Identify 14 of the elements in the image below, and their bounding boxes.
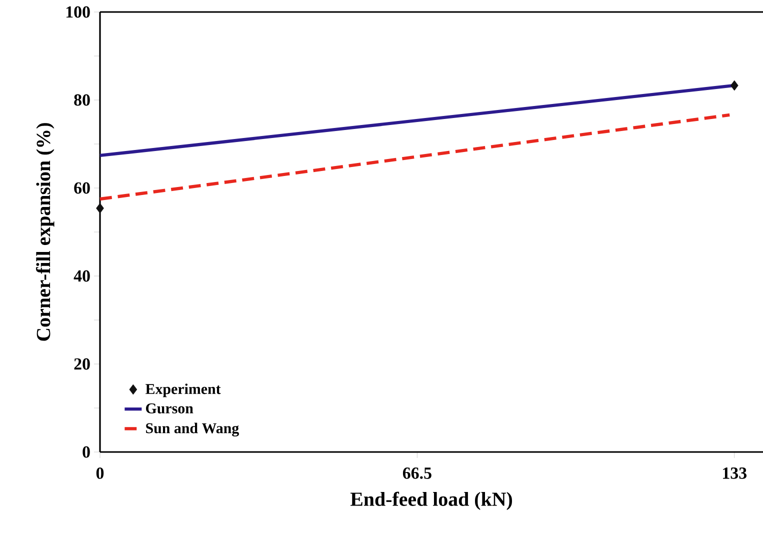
x-tick-label: 0 xyxy=(96,467,104,479)
legend-label: Experiment xyxy=(146,384,221,398)
y-tick-label: 60 xyxy=(74,182,90,194)
y-tick-label: 40 xyxy=(74,270,90,282)
x-tick-label: 66.5 xyxy=(402,467,432,479)
legend-label: Sun and Wang xyxy=(146,422,239,436)
y-tick-label: 0 xyxy=(82,446,90,458)
y-tick-label: 100 xyxy=(66,6,90,18)
y-tick-label: 80 xyxy=(74,94,90,106)
legend-label: Gurson xyxy=(146,403,194,414)
y-tick-label: 20 xyxy=(74,358,90,370)
x-tick-label: 133 xyxy=(723,467,747,479)
y-axis-title: Corner-fill expansion (%) xyxy=(36,123,54,341)
x-axis-title: End-feed load (kN) xyxy=(350,492,512,510)
